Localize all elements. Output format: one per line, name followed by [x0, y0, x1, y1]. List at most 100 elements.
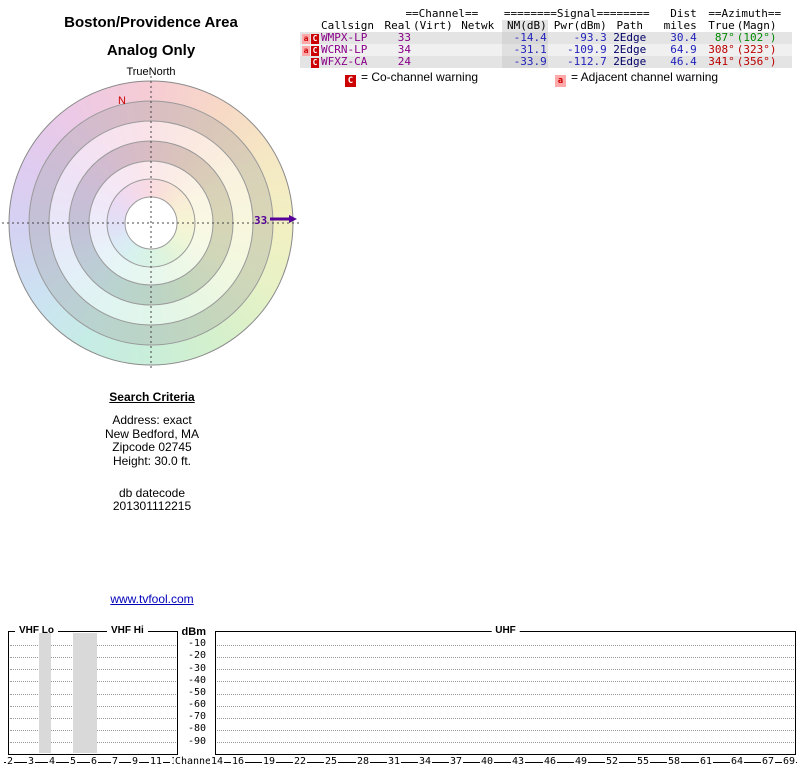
website-link-row: www.tvfool.com: [52, 590, 252, 608]
true-north-label: TrueNorth: [126, 66, 176, 78]
signal-table: ==Channel== ========Signal======== Dist …: [300, 8, 792, 68]
gridline: [217, 730, 794, 731]
callsign-cell: WCRN-LP: [320, 44, 382, 56]
db-datecode: db datecode 201301112215: [52, 487, 252, 513]
x-tick: 58: [666, 756, 682, 768]
real-channel-cell: 33: [382, 32, 412, 44]
vhf-plot-box: VHF Lo VHF Hi: [8, 625, 178, 755]
search-criteria: Search Criteria Address: exact New Bedfo…: [52, 390, 252, 468]
group-header-dist: Dist: [670, 7, 697, 20]
x-tick: 16: [230, 756, 246, 768]
path-cell: 2Edge: [607, 44, 652, 56]
col-header-nm: NM(dB): [501, 20, 548, 32]
network-cell: [453, 32, 502, 44]
group-header-azimuth: ==Azimuth==: [708, 7, 782, 20]
db-datecode-value: 201301112215: [112, 499, 192, 513]
station-33-marker-label: 33: [254, 214, 267, 227]
search-criteria-heading: Search Criteria: [109, 390, 195, 404]
virt-channel-cell: [412, 56, 454, 68]
power-cell: -109.9: [547, 44, 608, 56]
x-tick: 64: [729, 756, 745, 768]
col-header-magn: (Magn): [736, 19, 777, 32]
x-tick: 2: [5, 756, 15, 768]
co-channel-warning-icon: C: [311, 58, 319, 68]
x-tick: 25: [323, 756, 339, 768]
y-tick: -20: [187, 650, 206, 661]
power-cell: -112.7: [547, 56, 608, 68]
x-tick: 49: [573, 756, 589, 768]
gridline: [217, 694, 794, 695]
col-header-real: Real: [384, 19, 412, 32]
radar-plot: N 33: [2, 76, 300, 371]
azimuth-true-cell: 87°: [697, 32, 736, 44]
x-tick: 55: [635, 756, 651, 768]
gridline: [217, 742, 794, 743]
x-tick: 46: [542, 756, 558, 768]
x-tick: 3: [26, 756, 36, 768]
tvfool-link[interactable]: www.tvfool.com: [110, 592, 194, 606]
adjacent-warning-icon: a: [302, 34, 310, 44]
col-header-pwr: Pwr(dBm): [553, 19, 607, 32]
azimuth-magn-cell: (356°): [735, 56, 792, 68]
db-datecode-label: db datecode: [118, 486, 186, 500]
vhf-shaded-band: [39, 633, 51, 753]
station-33-arrowhead-icon: [289, 215, 297, 223]
y-tick: -90: [187, 736, 206, 747]
search-line-zip: Zipcode 02745: [112, 440, 192, 454]
x-tick: 9: [130, 756, 140, 768]
y-tick: -60: [187, 699, 206, 710]
x-tick: 22: [292, 756, 308, 768]
page-subtitle: Analog Only: [106, 42, 196, 59]
azimuth-magn-cell: (323°): [735, 44, 792, 56]
y-tick: -30: [187, 663, 206, 674]
col-header-path: Path: [616, 19, 644, 32]
adjacent-warning-icon: a: [555, 75, 566, 87]
co-channel-legend-text: = Co-channel warning: [361, 70, 479, 84]
col-header-miles: miles: [663, 19, 697, 32]
network-cell: [453, 56, 502, 68]
gridline: [217, 645, 794, 646]
table-column-header-row: Callsign Real (Virt) Netwk NM(dB) Pwr(dB…: [300, 20, 792, 32]
virt-channel-cell: [412, 32, 454, 44]
dbm-axis: dBm -10 -20 -30 -40 -50 -60 -70 -80 -90: [176, 627, 208, 752]
nm-cell: -14.4: [501, 32, 548, 44]
x-tick: 7: [110, 756, 120, 768]
x-tick: 34: [417, 756, 433, 768]
x-tick: 43: [510, 756, 526, 768]
x-tick: 52: [604, 756, 620, 768]
search-line-height: Height: 30.0 ft.: [112, 453, 192, 468]
gridline: [217, 681, 794, 682]
x-tick: 40: [479, 756, 495, 768]
warning-flags: C: [300, 56, 320, 68]
y-tick: -10: [187, 638, 206, 649]
co-channel-warning-icon: C: [311, 46, 319, 56]
y-tick: -50: [187, 687, 206, 698]
gridline: [217, 706, 794, 707]
real-channel-cell: 24: [382, 56, 412, 68]
uhf-label: UHF: [491, 625, 520, 636]
x-tick: 14: [209, 756, 225, 768]
group-header-channel: ==Channel==: [405, 7, 479, 20]
vhf-hi-label: VHF Hi: [107, 625, 148, 636]
azimuth-true-cell: 308°: [697, 44, 736, 56]
vhf-shaded-band: [73, 633, 97, 753]
azimuth-true-cell: 341°: [697, 56, 736, 68]
north-marker: N: [118, 95, 126, 107]
network-cell: [453, 44, 502, 56]
table-row-wfxz: C WFXZ-CA 24 -33.9 -112.7 2Edge 46.4 341…: [300, 56, 792, 68]
path-cell: 2Edge: [607, 56, 652, 68]
azimuth-magn-cell: (102°): [735, 32, 792, 44]
col-header-netwk: Netwk: [461, 19, 495, 32]
x-tick: 37: [448, 756, 464, 768]
channel-axis: 2 3 4 5 6 7 9 11 13 Channel 14 16 19 22 …: [0, 756, 800, 768]
adjacent-legend-text: = Adjacent channel warning: [571, 70, 719, 84]
adjacent-warning-icon: a: [302, 46, 310, 56]
adjacent-channel-legend: a = Adjacent channel warning: [555, 70, 719, 87]
y-tick: -80: [187, 723, 206, 734]
gridline: [217, 669, 794, 670]
path-cell: 2Edge: [607, 32, 652, 44]
gridline: [217, 657, 794, 658]
x-tick: 28: [355, 756, 371, 768]
real-channel-cell: 34: [382, 44, 412, 56]
dbm-axis-label: dBm: [181, 626, 206, 638]
